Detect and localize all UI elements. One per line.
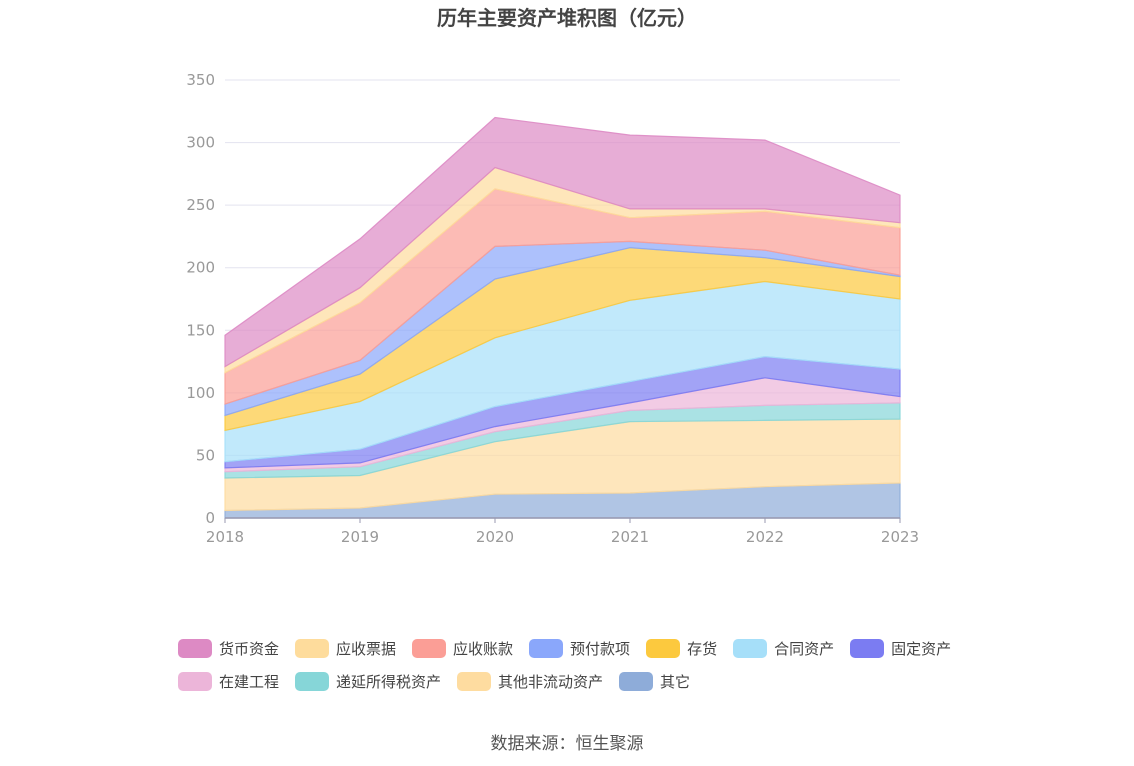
axes: 0 50 100 150 200 250 300 350 2018 2019 2020 2021 202… <box>186 71 919 546</box>
legend-row: 货币资金 应收票据 应收账款 预付款项 存货 合同资产 固定资产 <box>178 632 978 665</box>
legend-swatch <box>850 639 885 658</box>
legend-item[interactable]: 存货 <box>646 638 717 659</box>
legend-label: 合同资产 <box>774 640 835 658</box>
legend-swatch <box>178 672 212 691</box>
legend-item[interactable]: 货币资金 <box>178 638 279 659</box>
legend: 货币资金 应收票据 应收账款 预付款项 存货 合同资产 固定资产在建工程 递延所得税资产 其他非… <box>178 632 978 698</box>
legend-swatch <box>295 639 330 658</box>
y-tick-label: 100 <box>186 384 215 402</box>
y-tick-label: 250 <box>186 196 215 214</box>
x-tick-label: 2020 <box>476 528 514 546</box>
legend-label: 在建工程 <box>219 673 280 691</box>
y-tick-label: 200 <box>186 259 215 277</box>
legend-swatch <box>412 639 447 658</box>
legend-swatch <box>646 639 681 658</box>
legend-swatch <box>733 639 768 658</box>
source-note: 数据来源：恒生聚源 <box>490 734 644 754</box>
legend-item[interactable]: 合同资产 <box>733 638 834 659</box>
y-tick-label: 300 <box>186 134 215 152</box>
x-tick-label: 2021 <box>611 528 649 546</box>
legend-swatch <box>295 672 330 691</box>
legend-label: 存货 <box>687 640 718 658</box>
legend-swatch <box>457 672 492 691</box>
legend-label: 递延所得税资产 <box>336 673 442 691</box>
y-tick-label: 0 <box>205 509 215 527</box>
x-tick-label: 2019 <box>341 528 379 546</box>
legend-item[interactable]: 应收账款 <box>412 638 513 659</box>
legend-item[interactable]: 固定资产 <box>850 638 951 659</box>
x-tick-label: 2023 <box>881 528 919 546</box>
y-tick-label: 350 <box>186 71 215 89</box>
area-series <box>224 116 901 519</box>
legend-label: 其它 <box>660 673 691 691</box>
legend-item[interactable]: 其它 <box>619 671 690 692</box>
legend-item[interactable]: 其他非流动资产 <box>457 671 603 692</box>
legend-item[interactable]: 应收票据 <box>295 638 396 659</box>
legend-item[interactable]: 递延所得税资产 <box>295 671 441 692</box>
stacked-area-chart: 0 50 100 150 200 250 300 350 2018 2019 2020 2021 202… <box>186 71 919 546</box>
legend-label: 固定资产 <box>891 640 952 658</box>
legend-item[interactable]: 预付款项 <box>529 638 630 659</box>
legend-swatch <box>619 672 654 691</box>
legend-item[interactable]: 在建工程 <box>178 671 279 692</box>
x-tick-label: 2022 <box>746 528 784 546</box>
legend-swatch <box>178 639 212 658</box>
x-tick-label: 2018 <box>206 528 244 546</box>
legend-label: 应收票据 <box>336 640 397 658</box>
chart-title: 历年主要资产堆积图（亿元） <box>437 6 697 30</box>
legend-swatch <box>529 639 564 658</box>
legend-label: 预付款项 <box>570 640 631 658</box>
legend-label: 应收账款 <box>453 640 514 658</box>
y-tick-label: 150 <box>186 321 215 339</box>
legend-label: 货币资金 <box>219 640 280 658</box>
legend-label: 其他非流动资产 <box>498 673 604 691</box>
area-货币资金 <box>224 116 901 368</box>
y-tick-label: 50 <box>196 446 215 464</box>
legend-row: 在建工程 递延所得税资产 其他非流动资产 其它 <box>178 665 978 698</box>
